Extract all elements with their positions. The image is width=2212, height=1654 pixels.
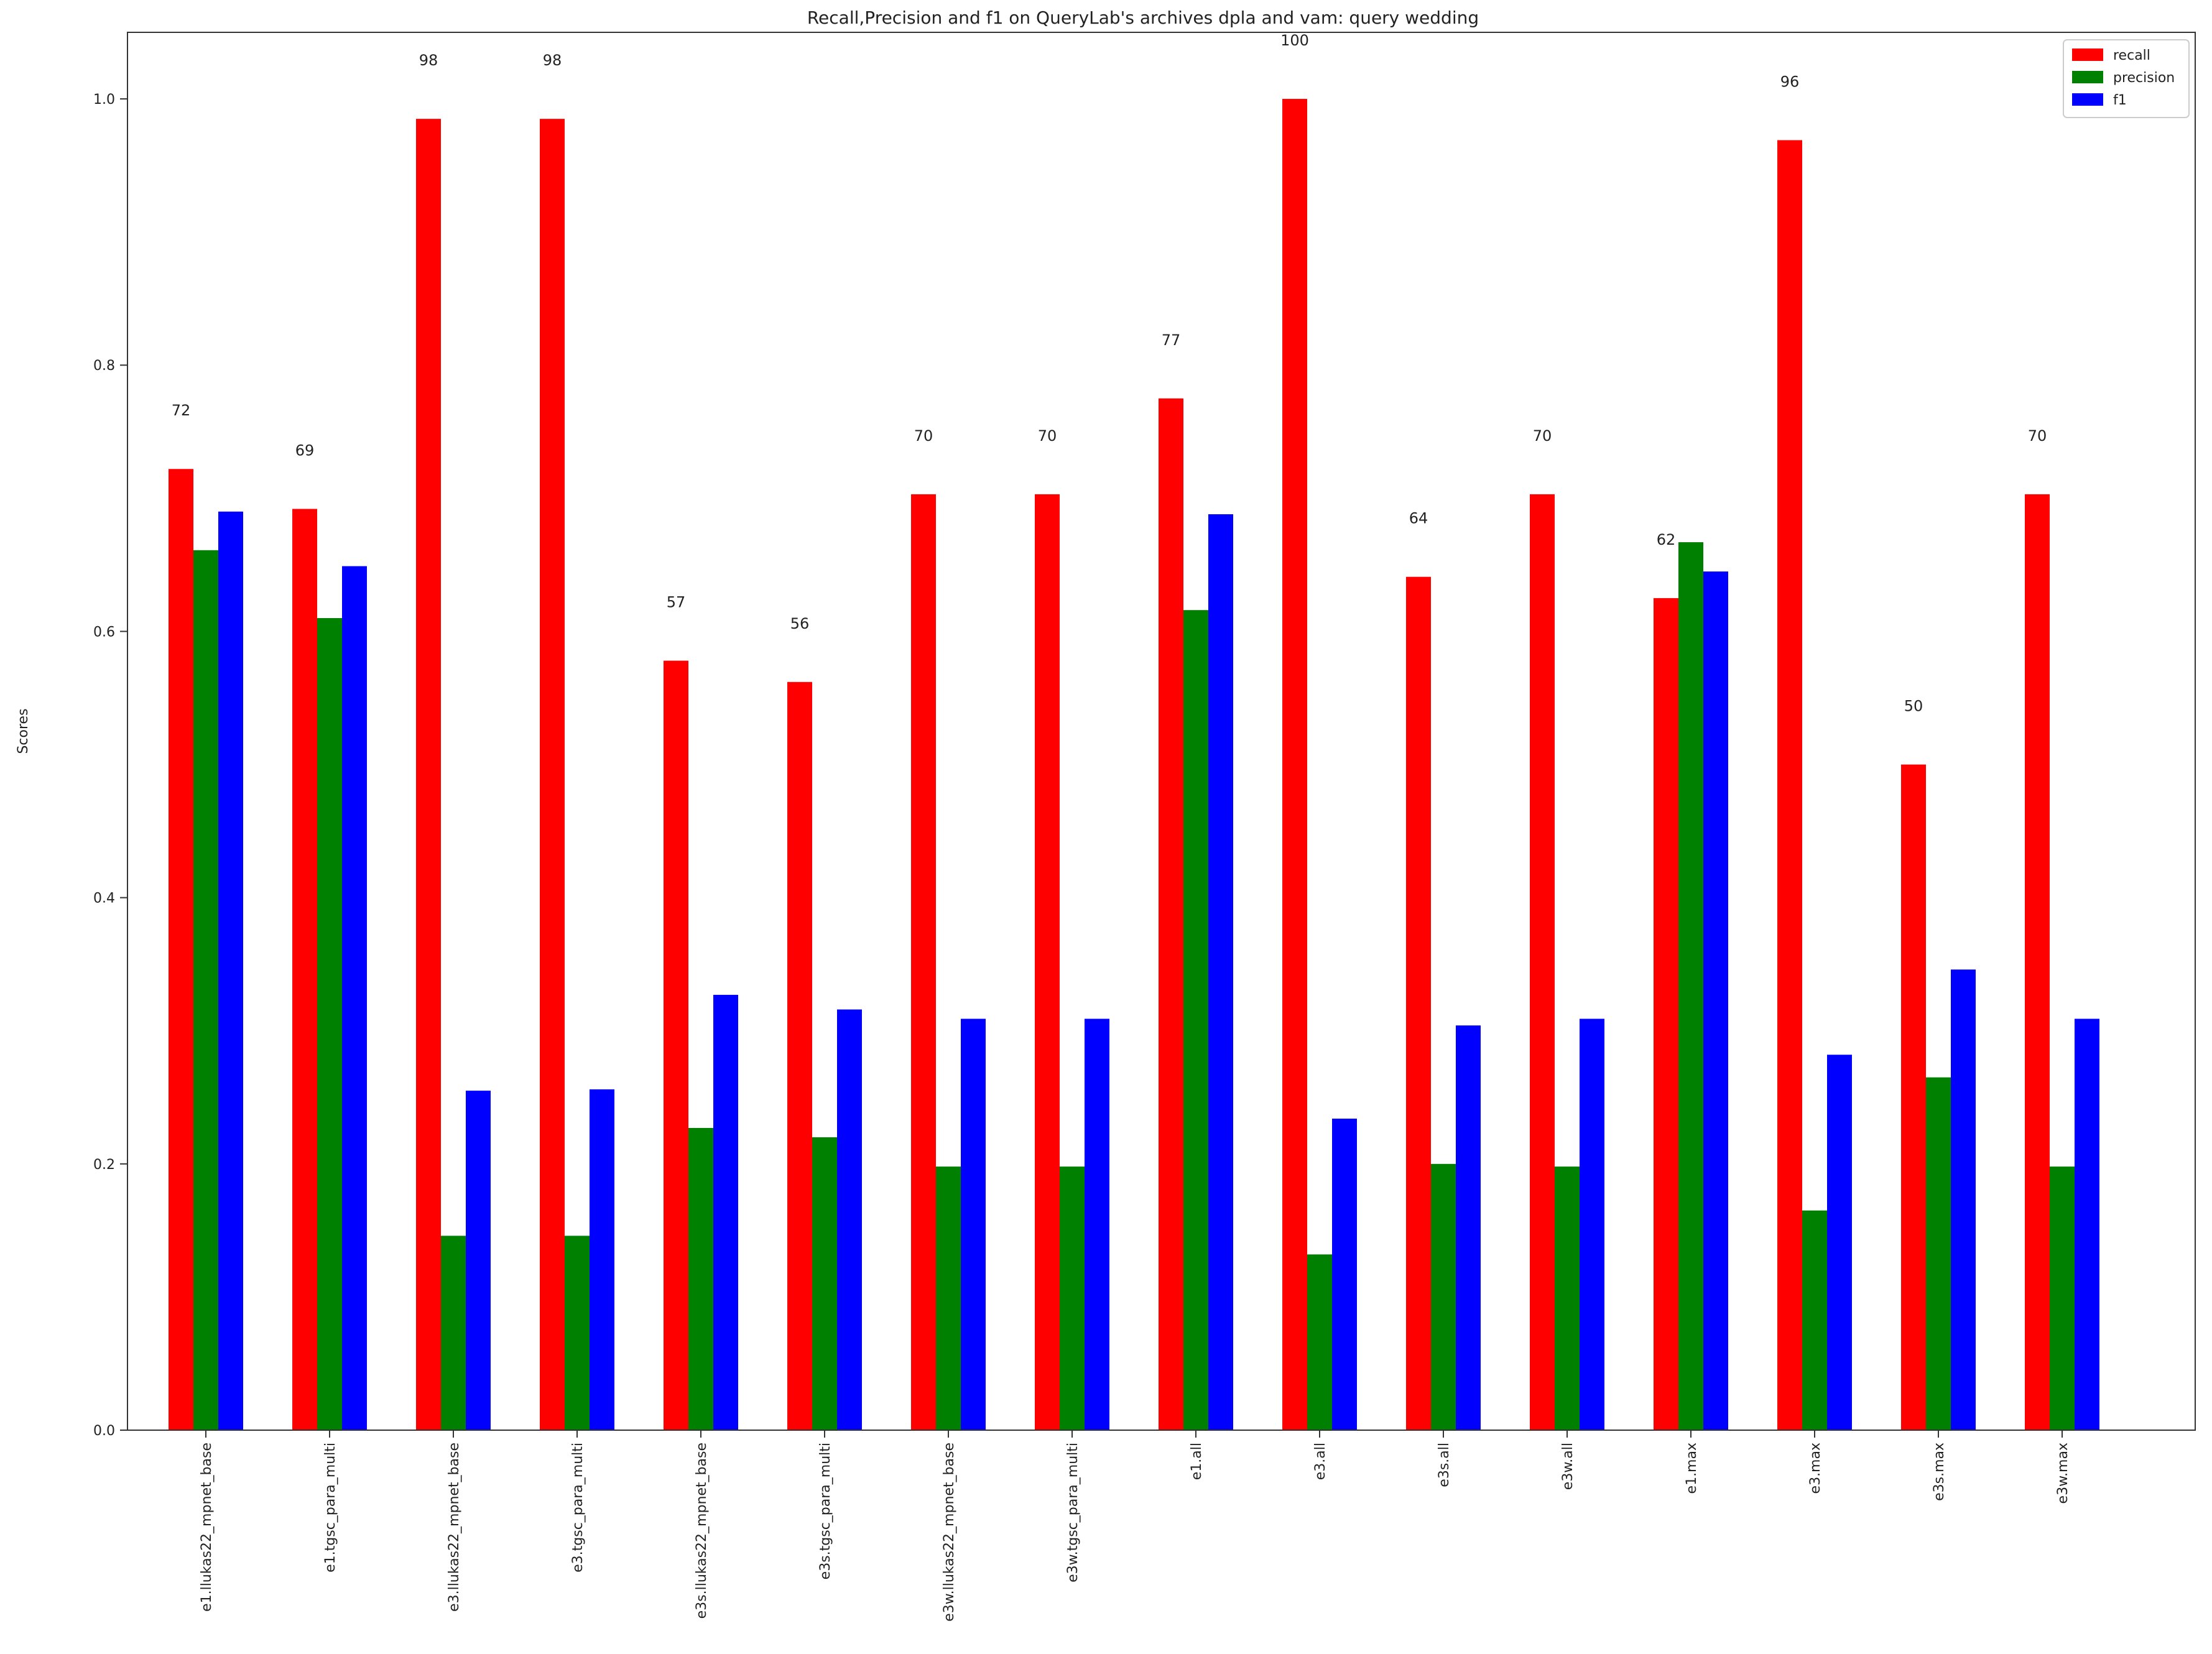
bar-f1-8 <box>1208 514 1233 1430</box>
bar-precision-14 <box>1926 1077 1951 1430</box>
x-tick-label: e3w.all <box>1560 1443 1576 1490</box>
data-label: 70 <box>914 427 933 445</box>
plot-area: 0.0 0.2 0.4 0.6 0.8 1.0 e1.llukas22_mpnet_base… <box>93 32 2099 1622</box>
bar-f1-9 <box>1332 1119 1357 1430</box>
bar-recall-5 <box>787 681 812 1430</box>
bar-recall-15 <box>2025 494 2050 1431</box>
x-tick-label: e3.llukas22_mpnet_base <box>447 1443 462 1612</box>
data-label: 77 <box>1162 331 1181 349</box>
bar-precision-5 <box>812 1137 837 1430</box>
x-tick-label: e3.all <box>1313 1443 1328 1480</box>
legend-swatch-recall <box>2072 49 2103 61</box>
bar-recall-10 <box>1406 576 1431 1430</box>
bar-precision-12 <box>1678 542 1703 1430</box>
bar-f1-7 <box>1085 1019 1109 1430</box>
data-label: 98 <box>543 52 562 69</box>
bar-recall-7 <box>1035 494 1060 1431</box>
data-label: 57 <box>667 594 686 611</box>
data-label: 98 <box>419 52 438 69</box>
data-label: 70 <box>2028 427 2047 445</box>
bar-f1-15 <box>2075 1019 2099 1430</box>
bar-f1-12 <box>1703 571 1728 1430</box>
y-tick-label: 0.2 <box>93 1157 115 1173</box>
bar-recall-13 <box>1777 140 1802 1430</box>
bar-precision-1 <box>317 618 342 1430</box>
y-tick-label: 1.0 <box>93 92 115 108</box>
bar-recall-6 <box>911 494 936 1431</box>
bar-recall-12 <box>1654 598 1678 1430</box>
bar-recall-11 <box>1530 494 1555 1431</box>
bar-f1-3 <box>590 1089 614 1430</box>
bar-f1-5 <box>837 1009 862 1430</box>
bar-precision-6 <box>936 1167 961 1430</box>
data-label: 56 <box>790 615 810 632</box>
x-tick-label: e3s.llukas22_mpnet_base <box>694 1443 710 1619</box>
plot-frame <box>127 32 2196 1431</box>
data-label: 96 <box>1780 73 1800 90</box>
x-tick-label: e1.tgsc_para_multi <box>323 1443 338 1573</box>
x-tick-label: e3s.max <box>1932 1443 1947 1501</box>
chart-title: Recall,Precision and f1 on QueryLab's ar… <box>807 7 1479 28</box>
bar-recall-9 <box>1282 99 1307 1431</box>
bar-precision-8 <box>1183 610 1208 1430</box>
data-label: 100 <box>1280 32 1309 49</box>
bar-precision-3 <box>565 1236 590 1430</box>
data-label: 70 <box>1533 427 1552 445</box>
bar-recall-14 <box>1901 764 1926 1430</box>
legend-label-precision: precision <box>2113 70 2175 86</box>
bar-f1-0 <box>218 511 243 1430</box>
bar-recall-4 <box>664 660 688 1430</box>
bar-recall-2 <box>416 119 441 1431</box>
x-tick-label: e3.max <box>1808 1443 1823 1494</box>
x-tick-label: e3w.tgsc_para_multi <box>1065 1443 1081 1582</box>
bar-f1-10 <box>1456 1025 1481 1430</box>
bar-precision-7 <box>1060 1167 1085 1430</box>
legend: recall precision f1 <box>2063 39 2190 118</box>
data-label: 62 <box>1657 531 1676 548</box>
bar-recall-1 <box>292 509 317 1430</box>
x-tick-label: e1.max <box>1684 1443 1700 1494</box>
bar-f1-6 <box>961 1019 986 1430</box>
legend-label-f1: f1 <box>2113 93 2127 108</box>
bar-precision-10 <box>1431 1163 1456 1430</box>
bar-precision-0 <box>193 550 218 1430</box>
x-tick-label: e3w.llukas22_mpnet_base <box>942 1443 957 1622</box>
x-tick-label: e3s.tgsc_para_multi <box>818 1443 833 1579</box>
x-tick-label: e3.tgsc_para_multi <box>570 1443 586 1573</box>
y-axis-label: Scores <box>16 708 31 754</box>
bar-f1-14 <box>1951 969 1976 1430</box>
legend-label-recall: recall <box>2113 48 2150 63</box>
bar-f1-1 <box>342 566 367 1430</box>
bar-precision-15 <box>2050 1167 2075 1430</box>
y-tick-label: 0.8 <box>93 358 115 374</box>
legend-swatch-f1 <box>2072 93 2103 106</box>
bar-recall-0 <box>169 469 193 1430</box>
bar-recall-8 <box>1159 398 1183 1430</box>
bar-precision-9 <box>1307 1254 1332 1430</box>
x-tick-label: e3w.max <box>2055 1443 2071 1504</box>
data-label: 50 <box>1904 698 1923 715</box>
bar-f1-11 <box>1580 1019 1604 1430</box>
x-tick-label: e1.llukas22_mpnet_base <box>199 1443 215 1612</box>
data-label: 64 <box>1409 510 1428 527</box>
y-tick-label: 0.4 <box>93 891 115 907</box>
data-label: 72 <box>172 402 191 419</box>
y-tick-label: 0.6 <box>93 624 115 640</box>
data-label: 70 <box>1038 427 1057 445</box>
bar-precision-2 <box>441 1236 466 1430</box>
bar-f1-4 <box>713 994 738 1430</box>
bar-precision-13 <box>1802 1210 1827 1430</box>
y-tick-label: 0.0 <box>93 1423 115 1439</box>
data-label: 69 <box>295 441 315 459</box>
legend-swatch-precision <box>2072 71 2103 83</box>
x-tick-label: e3s.all <box>1437 1443 1452 1487</box>
bar-precision-4 <box>688 1128 713 1430</box>
bar-precision-11 <box>1555 1167 1580 1430</box>
bar-recall-3 <box>540 119 565 1431</box>
bar-f1-2 <box>466 1091 491 1430</box>
bar-f1-13 <box>1827 1055 1852 1430</box>
x-tick-label: e1.all <box>1189 1443 1205 1480</box>
